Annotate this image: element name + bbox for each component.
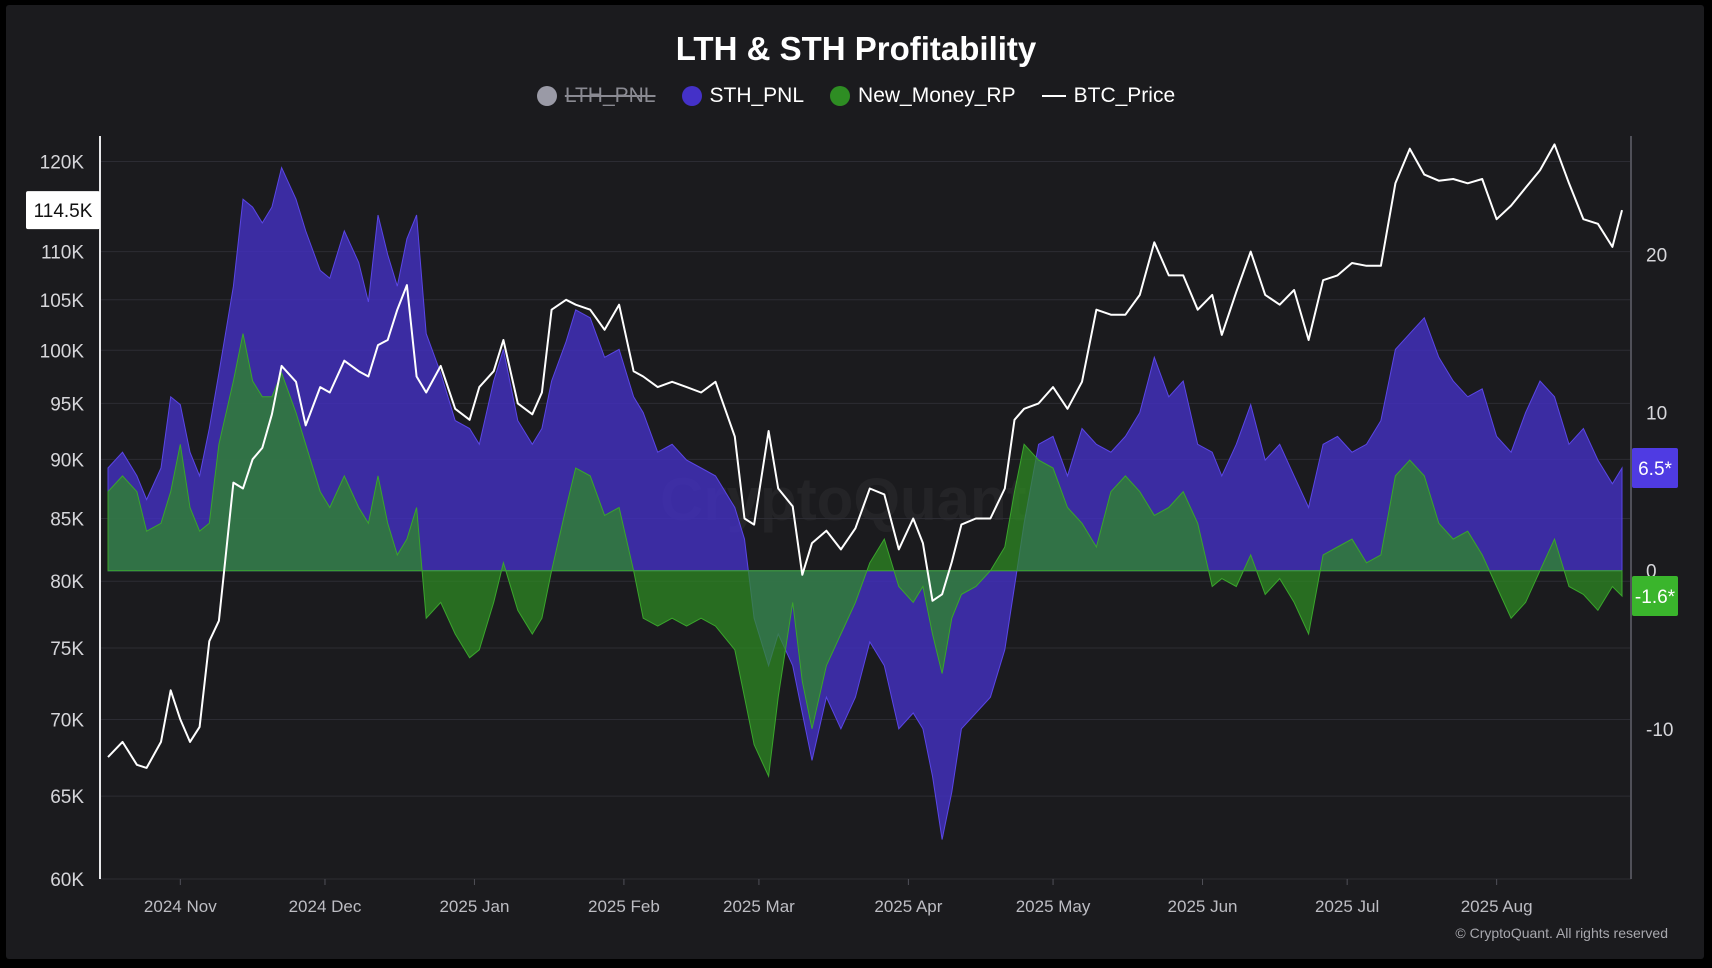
legend-circle-icon bbox=[681, 86, 702, 106]
y-left-tick-label: 90K bbox=[50, 450, 84, 471]
legend-label: New_Money_RP bbox=[858, 84, 1016, 107]
legend-label: LTH_PNL bbox=[564, 84, 656, 107]
y-right-tick-label: 0 bbox=[1646, 562, 1657, 583]
y-right-tick-label: 20 bbox=[1646, 246, 1667, 267]
y-left-tick-label: 60K bbox=[50, 870, 84, 891]
y-left-tick-label: 120K bbox=[40, 153, 85, 174]
chart-title: LTH & STH Profitability bbox=[675, 30, 1037, 67]
copyright-text: © CryptoQuant. All rights reserved bbox=[1455, 925, 1668, 941]
btc-price-line bbox=[107, 143, 1623, 769]
x-tick-label: 2025 Jul bbox=[1315, 897, 1379, 916]
y-right-tick-label: -10 bbox=[1646, 720, 1673, 741]
y-right-tick-label: 10 bbox=[1646, 404, 1667, 425]
y-left-tick-label: 75K bbox=[50, 639, 84, 660]
x-tick-label: 2024 Dec bbox=[289, 897, 362, 916]
legend-item-new-money-rp[interactable]: New_Money_RP bbox=[830, 84, 1016, 108]
x-tick-label: 2025 Jan bbox=[439, 897, 509, 916]
current-price-label: 114.5K bbox=[34, 201, 93, 222]
y-left-tick-label: 110K bbox=[41, 243, 84, 264]
y-left-tick-label: 85K bbox=[50, 509, 84, 530]
end-value-badge bbox=[1632, 576, 1678, 617]
new-money-rp-area bbox=[107, 333, 1623, 779]
end-value-badge bbox=[1632, 447, 1678, 488]
legend: LTH_PNL STH_PNL New_Money_RP BTC_Price bbox=[0, 84, 1712, 108]
x-tick-label: 2025 Mar bbox=[723, 897, 795, 916]
legend-circle-icon bbox=[536, 86, 557, 106]
legend-label: STH_PNL bbox=[709, 84, 805, 107]
end-value-label: -1.6* bbox=[1635, 587, 1676, 608]
current-price-badge bbox=[26, 191, 100, 230]
sth-pnl-area bbox=[107, 166, 1623, 840]
legend-circle-icon bbox=[830, 86, 851, 106]
legend-label: BTC_Price bbox=[1073, 84, 1176, 107]
legend-line-icon bbox=[1041, 95, 1066, 97]
x-tick-label: 2024 Nov bbox=[144, 897, 217, 916]
x-tick-label: 2025 Aug bbox=[1461, 897, 1533, 916]
x-tick-label: 2025 Apr bbox=[874, 897, 942, 916]
legend-item-lth-pnl[interactable]: LTH_PNL bbox=[536, 84, 656, 108]
x-tick-label: 2025 Feb bbox=[588, 897, 660, 916]
y-left-tick-label: 105K bbox=[40, 291, 85, 312]
legend-item-btc-price[interactable]: BTC_Price bbox=[1041, 84, 1176, 108]
y-left-tick-label: 70K bbox=[50, 710, 84, 731]
y-left-tick-label: 65K bbox=[50, 787, 84, 808]
y-left-tick-label: 100K bbox=[40, 341, 85, 362]
y-left-tick-label: 95K bbox=[50, 394, 84, 415]
x-tick-label: 2025 May bbox=[1016, 897, 1091, 916]
x-tick-label: 2025 Jun bbox=[1168, 897, 1238, 916]
end-value-label: 6.5* bbox=[1638, 459, 1672, 480]
y-left-tick-label: 80K bbox=[50, 572, 84, 593]
legend-item-sth-pnl[interactable]: STH_PNL bbox=[681, 84, 805, 108]
